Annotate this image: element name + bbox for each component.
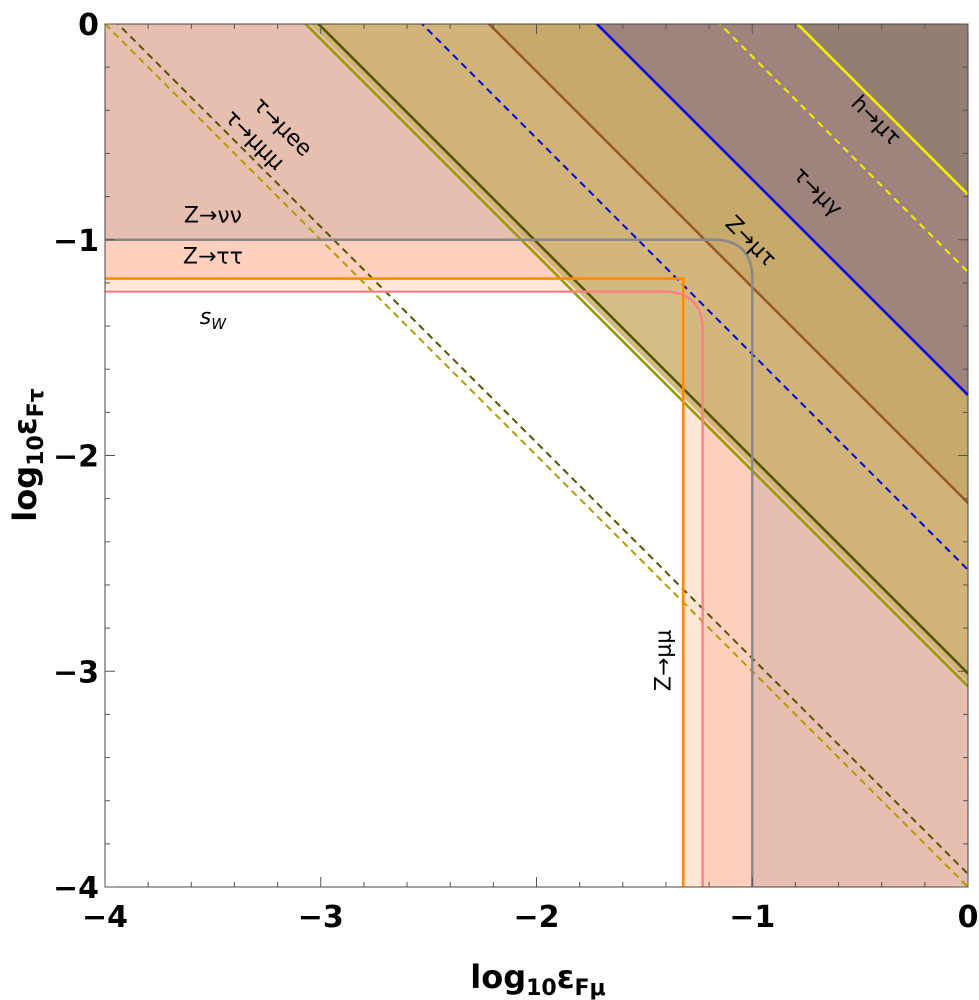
axis-ticks — [104, 23, 969, 888]
constraint-lines — [105, 24, 968, 887]
y-tick-label: −3 — [53, 655, 99, 690]
y-axis-label: log10εFτ — [6, 388, 49, 521]
x-tick-label: 0 — [958, 900, 979, 935]
line-named-6 — [303, 24, 968, 688]
label-s_w: sW — [200, 305, 227, 333]
line-box-11 — [105, 277, 685, 887]
region-sw-band — [105, 278, 703, 887]
line-corner-12 — [105, 290, 704, 887]
tick-labels: −4 −3 −2 −1 0 −4 −3 −2 −1 0 — [53, 8, 978, 935]
x-tick-label: −2 — [513, 900, 559, 935]
line-corner-9 — [105, 238, 754, 887]
y-tick-label: −1 — [53, 224, 99, 259]
line-box-10 — [105, 277, 685, 887]
label-z_nunu: Z→νν — [184, 203, 242, 228]
y-tick-label: 0 — [78, 8, 99, 43]
label-z_mumu: Z→μμ — [651, 630, 676, 692]
x-tick-label: −3 — [298, 900, 344, 935]
x-tick-label: −4 — [82, 900, 128, 935]
line-named-2 — [595, 24, 968, 397]
x-axis-label: log10εFμ — [470, 958, 606, 1000]
label-z_tautau: Z→ττ — [183, 244, 243, 269]
line-named-0 — [795, 24, 968, 196]
y-tick-label: −4 — [53, 871, 99, 906]
y-tick-label: −2 — [53, 440, 99, 475]
line-named-4 — [487, 24, 968, 504]
line-named-5 — [316, 24, 968, 675]
x-tick-label: −1 — [729, 900, 775, 935]
